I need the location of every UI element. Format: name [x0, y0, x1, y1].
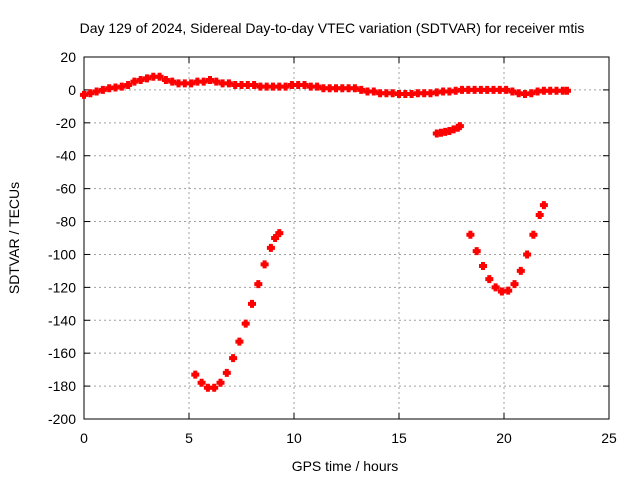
data-series-1 [80, 72, 571, 99]
data-point [510, 280, 519, 289]
x-tick-label: 5 [185, 430, 193, 446]
data-point [479, 261, 487, 270]
tick-labels: 0 5 10 15 20 25-200-180-160-140-120-100-80-60… [48, 49, 617, 446]
data-point [535, 210, 544, 219]
y-tick-label: -180 [48, 378, 76, 394]
data-point [455, 122, 464, 131]
data-point [491, 283, 500, 292]
data-point [275, 229, 284, 238]
data-series-2 [432, 122, 464, 138]
data-point [155, 72, 164, 81]
plot-area-frame [83, 56, 610, 420]
data-point [216, 378, 225, 387]
data-point [504, 286, 513, 295]
data-point [485, 275, 494, 284]
data-point [271, 234, 280, 242]
y-axis-label: SDTVAR / TECUs [6, 182, 22, 294]
data-point [260, 260, 269, 269]
data-point [563, 86, 571, 95]
x-tick-label: 25 [601, 430, 617, 446]
x-tick-label: 0 [80, 430, 88, 446]
data-point [229, 354, 238, 363]
data-series-3 [191, 229, 284, 392]
data-point [266, 243, 275, 252]
data-point [466, 230, 475, 239]
data-point [516, 266, 525, 275]
y-tick-label: -40 [56, 148, 76, 164]
chart-title: Day 129 of 2024, Sidereal Day-to-day VTE… [80, 20, 585, 36]
y-tick-label: 20 [60, 49, 76, 65]
x-tick-label: 10 [286, 430, 302, 446]
y-tick-label: -140 [48, 312, 76, 328]
grid-lines [84, 57, 609, 419]
y-tick-label: -20 [56, 115, 76, 131]
data-series-4 [466, 201, 548, 296]
x-tick-label: 15 [391, 430, 407, 446]
y-tick-label: 0 [68, 82, 76, 98]
y-tick-label: -120 [48, 279, 76, 295]
data-points [80, 72, 571, 392]
y-tick-label: -60 [56, 181, 76, 197]
data-point [124, 80, 133, 89]
data-point [254, 280, 263, 289]
data-point [235, 337, 244, 346]
data-point [523, 250, 532, 259]
y-tick-label: -200 [48, 411, 76, 427]
data-point [539, 201, 548, 210]
y-tick-label: -100 [48, 246, 76, 262]
data-point [210, 383, 219, 392]
y-tick-label: -160 [48, 345, 76, 361]
data-point [529, 230, 538, 239]
y-tick-label: -80 [56, 214, 76, 230]
data-point [248, 299, 256, 308]
data-point [472, 247, 481, 256]
x-axis-label: GPS time / hours [292, 458, 399, 474]
data-point [191, 370, 200, 379]
data-point [222, 368, 231, 377]
axis-ticks [83, 56, 610, 420]
data-point [241, 319, 250, 328]
data-point [197, 378, 206, 387]
x-tick-label: 20 [496, 430, 512, 446]
